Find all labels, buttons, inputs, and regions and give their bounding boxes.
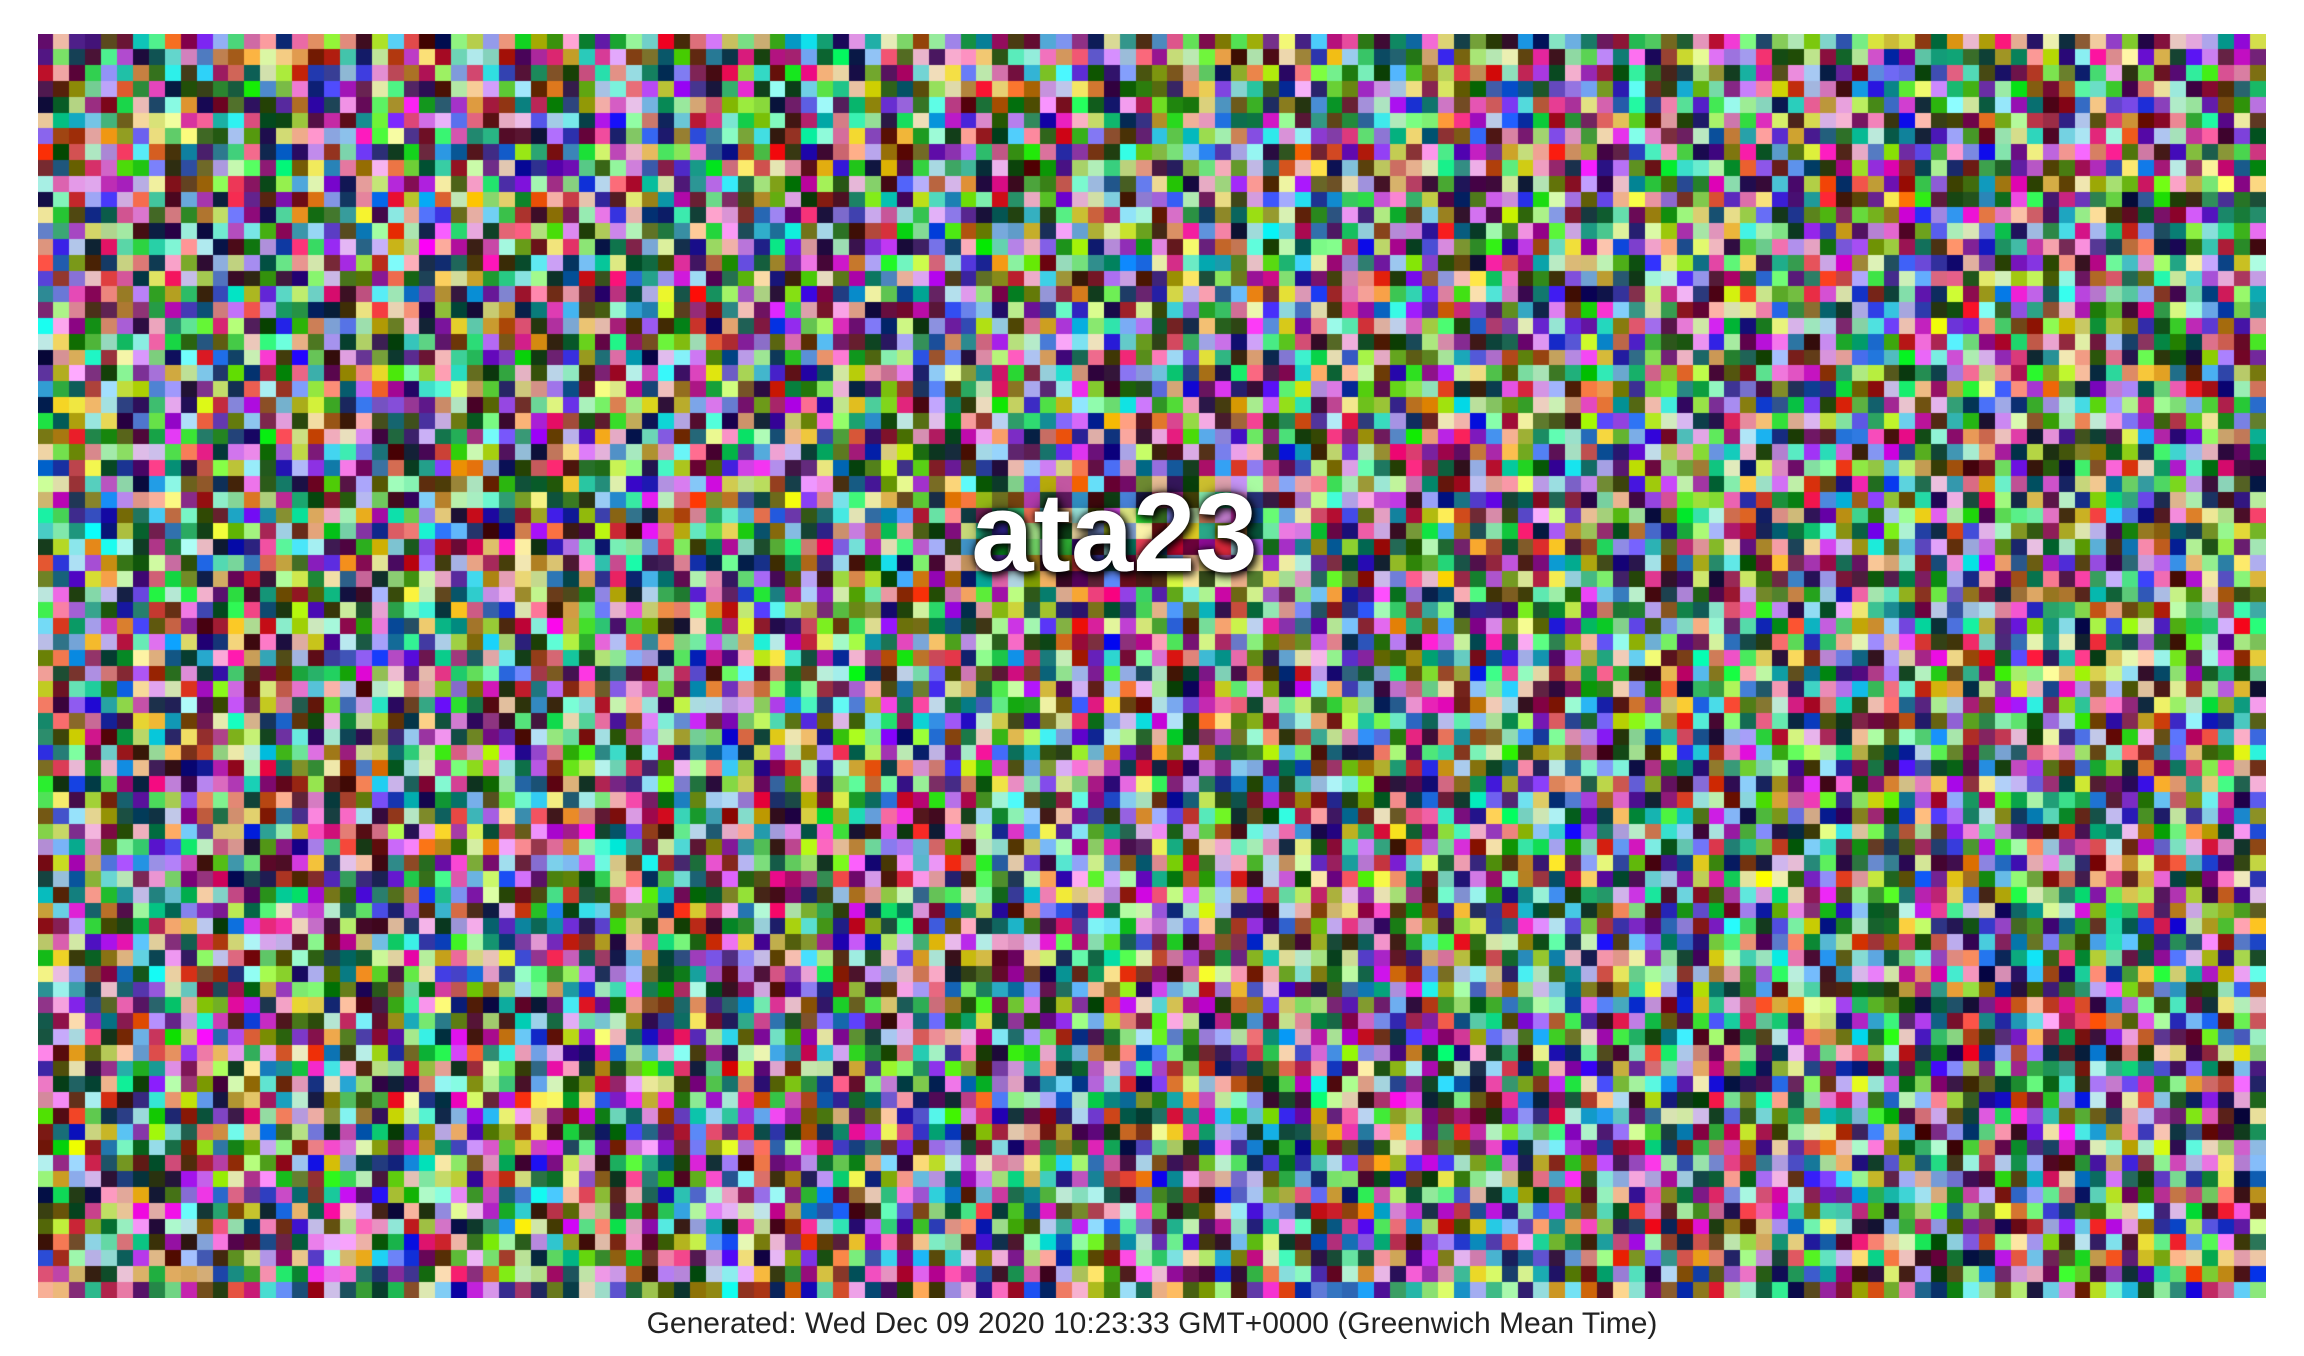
generated-timestamp: Generated: Wed Dec 09 2020 10:23:33 GMT+…	[646, 1307, 1658, 1340]
noise-pattern	[38, 34, 2266, 1298]
generated-image: ata23	[38, 34, 2266, 1298]
